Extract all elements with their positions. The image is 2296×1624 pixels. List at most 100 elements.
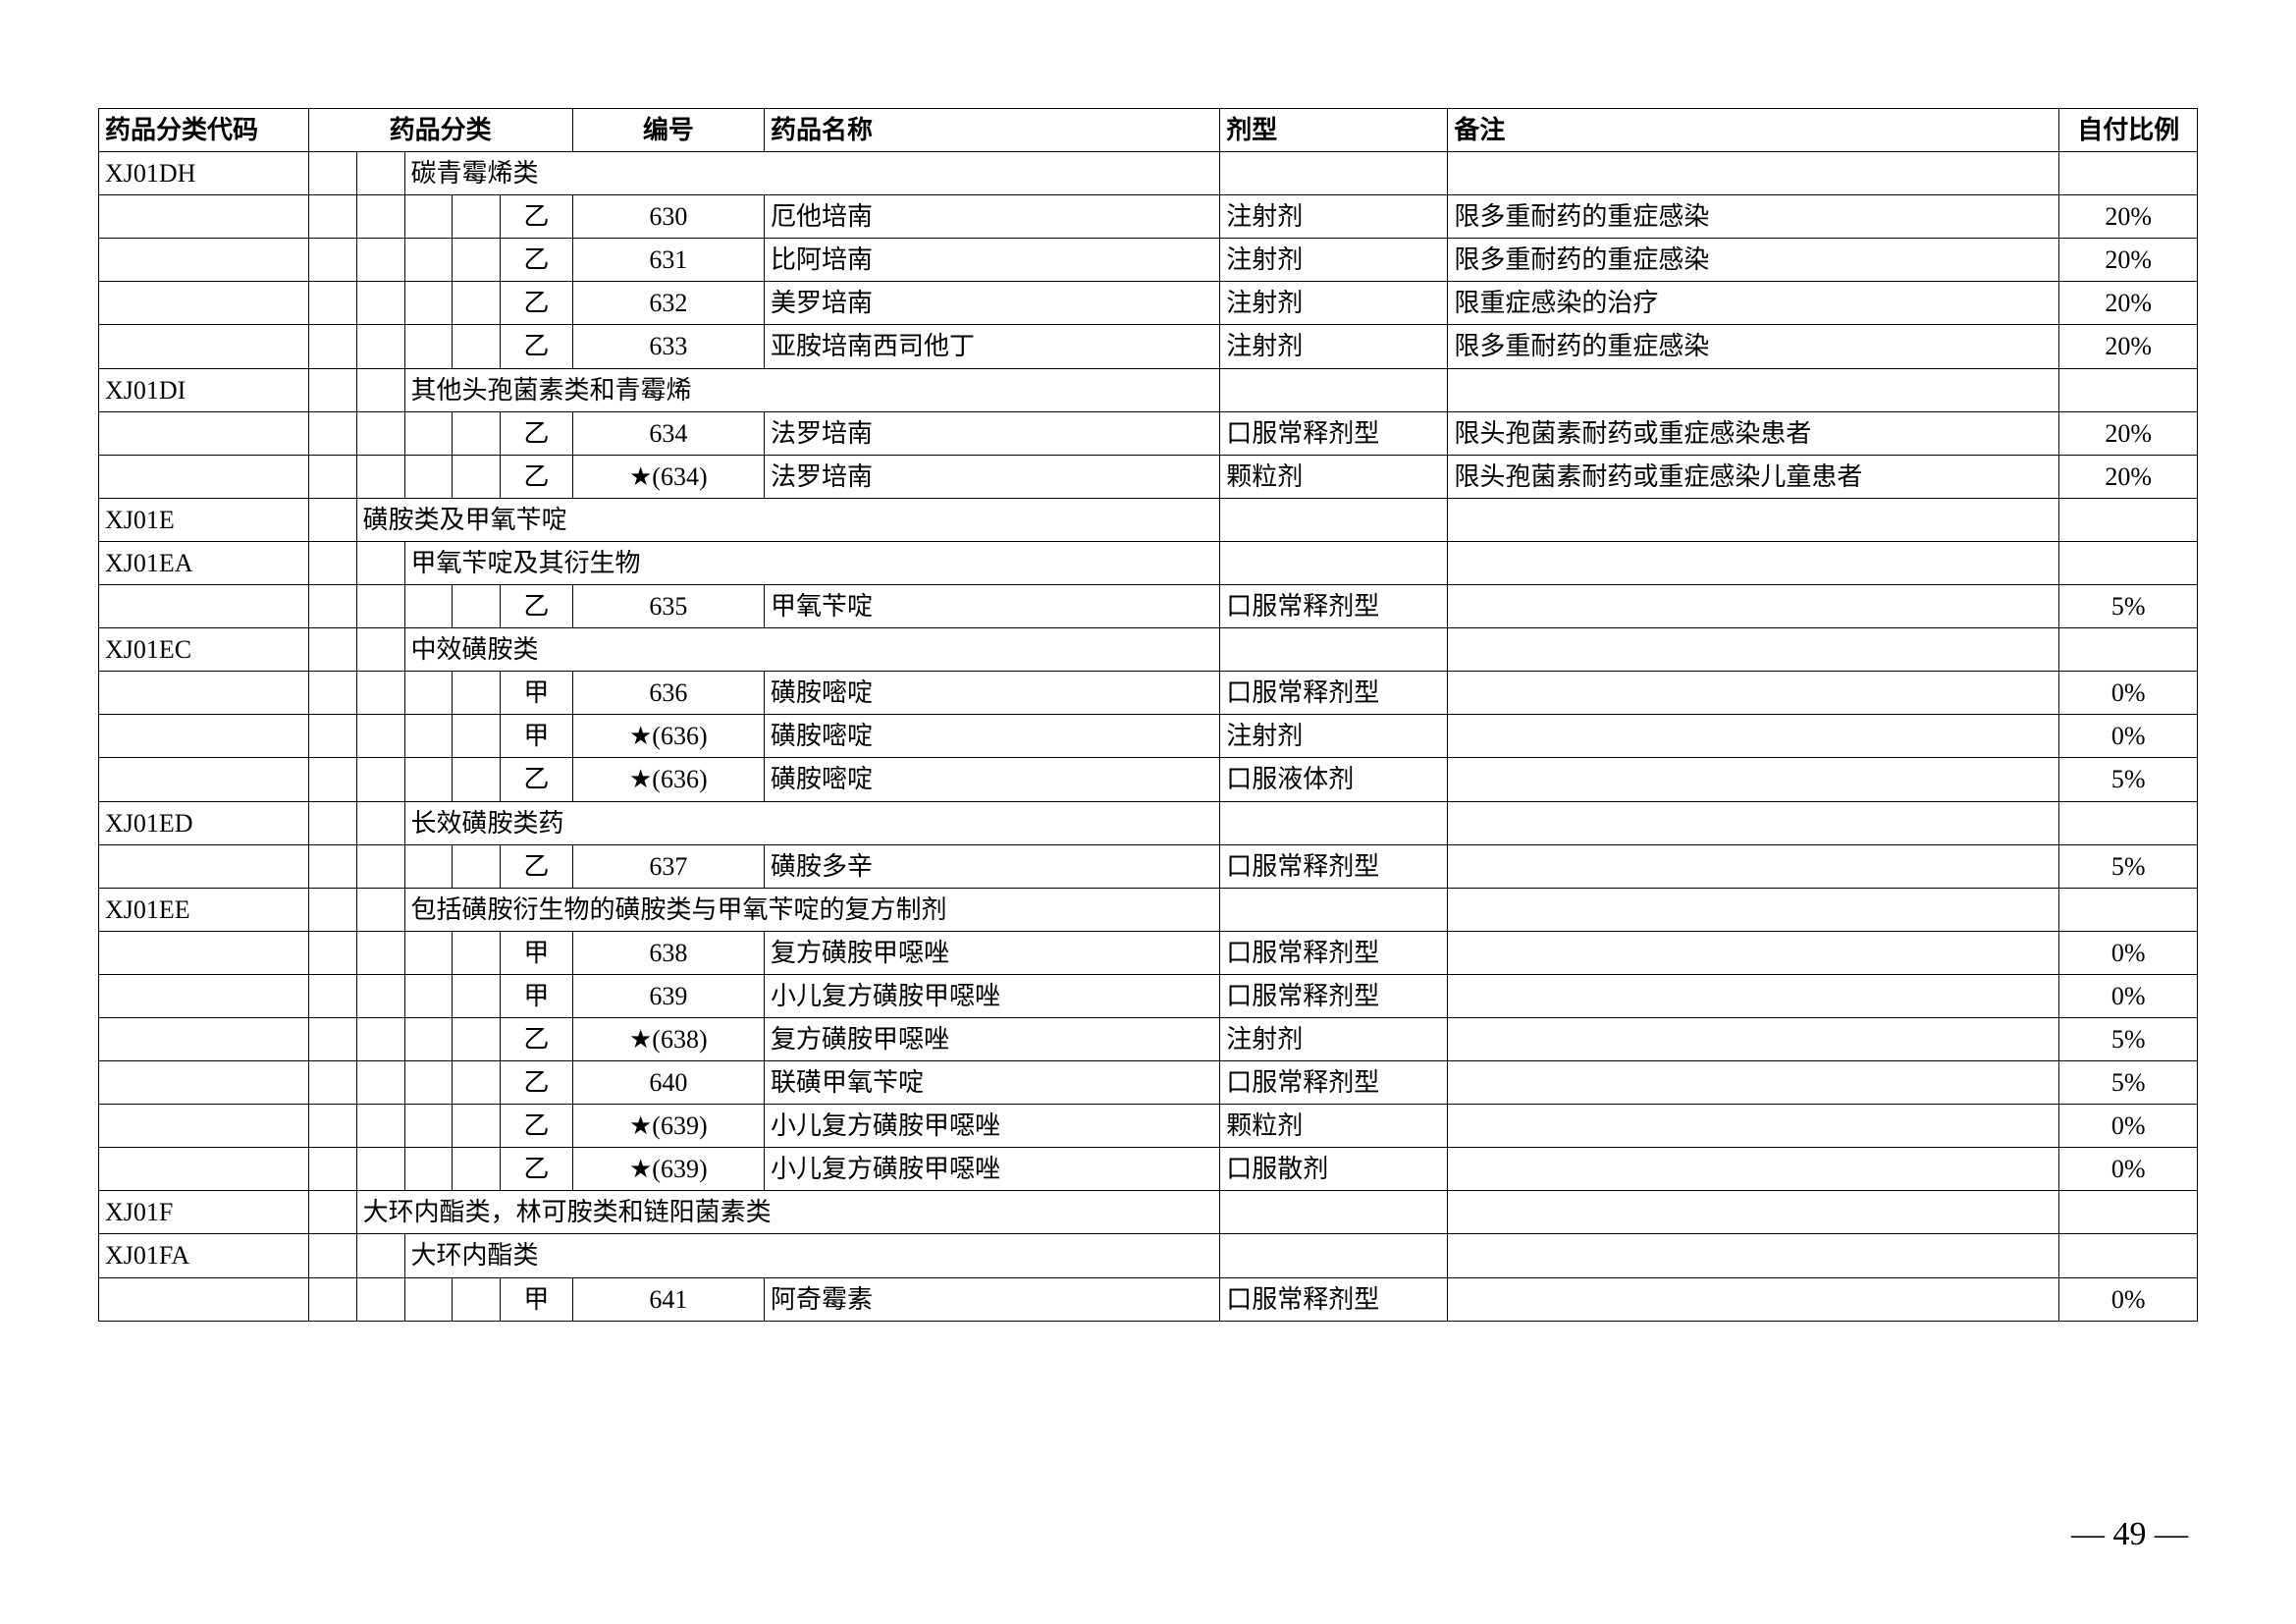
cell-ratio: 0%	[2059, 715, 2198, 758]
cell-cat-empty	[453, 974, 501, 1017]
cell-cat-empty	[453, 758, 501, 801]
cell-cat-empty	[308, 931, 356, 974]
cell-class: 乙	[501, 1105, 572, 1148]
cell-number: 631	[572, 239, 764, 282]
cell-cat-empty	[453, 585, 501, 628]
table-header-row: 药品分类代码 药品分类 编号 药品名称 剂型 备注 自付比例	[99, 109, 2198, 152]
cell-number: 640	[572, 1061, 764, 1105]
header-name: 药品名称	[765, 109, 1220, 152]
cell-ratio: 0%	[2059, 672, 2198, 715]
cell-code	[99, 195, 309, 239]
cell-class: 乙	[501, 1061, 572, 1105]
cell-empty	[1220, 628, 1448, 672]
page: 药品分类代码 药品分类 编号 药品名称 剂型 备注 自付比例 XJ01DH碳青霉…	[0, 0, 2296, 1624]
cell-code	[99, 239, 309, 282]
cell-empty	[1220, 541, 1448, 584]
cell-category: 大环内酯类	[404, 1234, 1220, 1277]
cell-cat-empty	[308, 758, 356, 801]
table-row: XJ01F大环内酯类，林可胺类和链阳菌素类	[99, 1191, 2198, 1234]
cell-empty	[1448, 628, 2059, 672]
cell-code	[99, 931, 309, 974]
cell-drug-name: 磺胺多辛	[765, 844, 1220, 888]
cell-cat-empty	[453, 672, 501, 715]
table-row: 甲641阿奇霉素口服常释剂型0%	[99, 1277, 2198, 1321]
cell-cat-empty	[453, 1277, 501, 1321]
cell-cat-empty	[453, 715, 501, 758]
page-number: — 49 —	[2071, 1516, 2188, 1553]
cell-ratio: 20%	[2059, 325, 2198, 368]
cell-cat-empty	[356, 844, 404, 888]
cell-note	[1448, 1277, 2059, 1321]
cell-class: 甲	[501, 931, 572, 974]
cell-empty	[2059, 1234, 2198, 1277]
cell-number: 634	[572, 411, 764, 455]
table-row: 乙★(639)小儿复方磺胺甲噁唑口服散剂0%	[99, 1148, 2198, 1191]
cell-empty	[1448, 541, 2059, 584]
cell-number: 641	[572, 1277, 764, 1321]
cell-note	[1448, 1017, 2059, 1060]
cell-number: 630	[572, 195, 764, 239]
cell-number: 638	[572, 931, 764, 974]
cell-cat-empty	[356, 368, 404, 411]
cell-code	[99, 282, 309, 325]
cell-drug-name: 联磺甲氧苄啶	[765, 1061, 1220, 1105]
cell-empty	[2059, 541, 2198, 584]
cell-form: 口服常释剂型	[1220, 974, 1448, 1017]
cell-code: XJ01DH	[99, 152, 309, 195]
cell-cat-empty	[453, 1148, 501, 1191]
cell-cat-empty	[404, 672, 453, 715]
cell-cat-empty	[356, 931, 404, 974]
cell-category: 长效磺胺类药	[404, 801, 1220, 844]
cell-cat-empty	[404, 1148, 453, 1191]
table-row: 乙630厄他培南注射剂限多重耐药的重症感染20%	[99, 195, 2198, 239]
table-row: 乙★(638)复方磺胺甲噁唑注射剂5%	[99, 1017, 2198, 1060]
cell-empty	[2059, 152, 2198, 195]
cell-number: ★(639)	[572, 1148, 764, 1191]
table-row: XJ01DH碳青霉烯类	[99, 152, 2198, 195]
cell-cat-empty	[453, 282, 501, 325]
cell-code: XJ01F	[99, 1191, 309, 1234]
cell-drug-name: 阿奇霉素	[765, 1277, 1220, 1321]
cell-cat-empty	[404, 195, 453, 239]
table-row: 甲★(636)磺胺嘧啶注射剂0%	[99, 715, 2198, 758]
cell-cat-empty	[308, 455, 356, 498]
cell-cat-empty	[308, 411, 356, 455]
cell-form: 注射剂	[1220, 1017, 1448, 1060]
cell-drug-name: 磺胺嘧啶	[765, 758, 1220, 801]
cell-note	[1448, 1105, 2059, 1148]
cell-ratio: 5%	[2059, 585, 2198, 628]
cell-cat-empty	[404, 1017, 453, 1060]
cell-code	[99, 758, 309, 801]
cell-note	[1448, 715, 2059, 758]
cell-cat-empty	[453, 325, 501, 368]
cell-cat-empty	[308, 498, 356, 541]
table-row: 甲636磺胺嘧啶口服常释剂型0%	[99, 672, 2198, 715]
cell-note: 限多重耐药的重症感染	[1448, 325, 2059, 368]
cell-cat-empty	[453, 1017, 501, 1060]
cell-ratio: 0%	[2059, 1148, 2198, 1191]
cell-class: 乙	[501, 455, 572, 498]
cell-empty	[1448, 801, 2059, 844]
cell-note	[1448, 758, 2059, 801]
cell-class: 乙	[501, 585, 572, 628]
cell-code	[99, 411, 309, 455]
cell-cat-empty	[356, 1061, 404, 1105]
cell-cat-empty	[356, 974, 404, 1017]
cell-drug-name: 小儿复方磺胺甲噁唑	[765, 1105, 1220, 1148]
cell-empty	[1448, 368, 2059, 411]
cell-cat-empty	[356, 411, 404, 455]
cell-class: 乙	[501, 1148, 572, 1191]
table-row: XJ01ED长效磺胺类药	[99, 801, 2198, 844]
cell-code	[99, 974, 309, 1017]
cell-cat-empty	[308, 628, 356, 672]
cell-code	[99, 1105, 309, 1148]
cell-number: ★(639)	[572, 1105, 764, 1148]
cell-form: 注射剂	[1220, 282, 1448, 325]
cell-ratio: 5%	[2059, 758, 2198, 801]
cell-class: 甲	[501, 974, 572, 1017]
cell-cat-empty	[308, 844, 356, 888]
cell-ratio: 20%	[2059, 195, 2198, 239]
table-row: 乙★(639)小儿复方磺胺甲噁唑颗粒剂0%	[99, 1105, 2198, 1148]
cell-drug-name: 厄他培南	[765, 195, 1220, 239]
cell-empty	[2059, 498, 2198, 541]
